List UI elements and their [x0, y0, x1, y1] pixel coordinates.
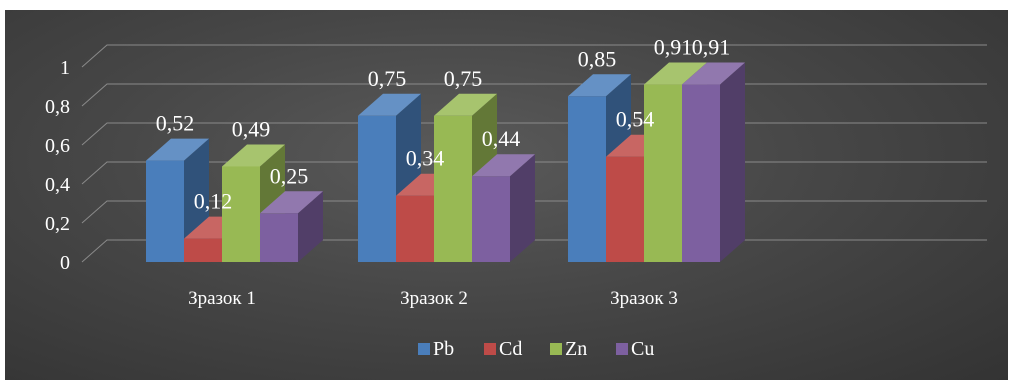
- bar-cu-2: [472, 154, 535, 262]
- data-label-cu-1: 0,25: [270, 163, 309, 188]
- gridline: [81, 44, 987, 68]
- bars: [146, 62, 745, 262]
- legend-swatch: [616, 343, 628, 355]
- bar-top: [358, 93, 421, 116]
- legend-swatch: [418, 343, 430, 355]
- data-labels: 0,52 0,12 0,49 0,25 0,75 0,34 0,75 0,44 0,85 0,54…: [156, 35, 731, 214]
- y-axis-ticks: 0 0,2 0,4 0,6 0,8 1: [45, 57, 70, 274]
- bar-cu-1: [260, 191, 323, 262]
- data-label-cd-3: 0,54: [616, 107, 655, 132]
- legend-item-cu: Cu: [616, 338, 654, 360]
- bar-front: [146, 160, 184, 262]
- y-tick-label: 0,4: [45, 174, 70, 196]
- bar-front: [568, 96, 606, 262]
- y-tick-label: 0,8: [45, 96, 70, 118]
- category-label: Зразок 3: [610, 288, 678, 309]
- bar-top: [682, 62, 745, 85]
- category-label: Зразок 2: [400, 288, 468, 309]
- legend-label: Cd: [499, 338, 522, 360]
- data-label-cd-2: 0,34: [406, 146, 445, 171]
- bar-top: [472, 154, 535, 177]
- bar-front: [606, 156, 644, 262]
- legend-item-zn: Zn: [550, 338, 587, 360]
- bar-side: [298, 191, 323, 262]
- bar-top: [644, 62, 707, 85]
- y-tick-label: 0,2: [45, 213, 70, 235]
- legend-label: Zn: [565, 338, 587, 360]
- category-labels: Зразок 1 Зразок 2 Зразок 3: [188, 288, 678, 309]
- data-label-zn-3: 0,91: [654, 35, 693, 60]
- legend-swatch: [484, 343, 496, 355]
- gridline: [81, 83, 987, 107]
- data-label-zn-1: 0,49: [232, 116, 271, 141]
- bar-cu-3: [682, 62, 745, 262]
- legend-swatch: [550, 343, 562, 355]
- legend-label: Pb: [433, 338, 454, 360]
- bar-front: [358, 115, 396, 262]
- bar-side: [510, 154, 535, 262]
- bar-top: [260, 191, 323, 214]
- data-label-cd-1: 0,12: [194, 189, 233, 214]
- bar-front: [222, 166, 260, 262]
- gridlines: [81, 44, 987, 263]
- bar-side: [720, 62, 745, 262]
- gridline: [81, 122, 987, 146]
- category-label: Зразок 1: [188, 288, 256, 309]
- y-tick-label: 0,6: [45, 135, 70, 157]
- bar-front: [184, 238, 222, 262]
- bar-front: [644, 84, 682, 262]
- bar-top: [568, 74, 631, 97]
- data-label-cu-3: 0,91: [692, 35, 731, 60]
- bar-front: [434, 115, 472, 262]
- legend: Pb Cd Zn Cu: [418, 338, 654, 360]
- bar-top: [222, 144, 285, 167]
- bar-front: [396, 195, 434, 262]
- data-label-pb-3: 0,85: [578, 46, 617, 71]
- legend-item-cd: Cd: [484, 338, 522, 360]
- bar-top: [434, 93, 497, 116]
- data-label-pb-2: 0,75: [368, 66, 407, 91]
- data-label-cu-2: 0,44: [482, 126, 521, 151]
- bar-front: [260, 213, 298, 262]
- bar-pb-1: [146, 138, 209, 262]
- legend-item-pb: Pb: [418, 338, 454, 360]
- bar-front: [682, 84, 720, 262]
- y-tick-label: 0: [60, 252, 70, 274]
- y-tick-label: 1: [60, 57, 70, 79]
- data-label-zn-2: 0,75: [444, 66, 483, 91]
- legend-label: Cu: [631, 338, 654, 360]
- bar-top: [146, 138, 209, 161]
- data-label-pb-1: 0,52: [156, 111, 195, 136]
- bar-front: [472, 176, 510, 262]
